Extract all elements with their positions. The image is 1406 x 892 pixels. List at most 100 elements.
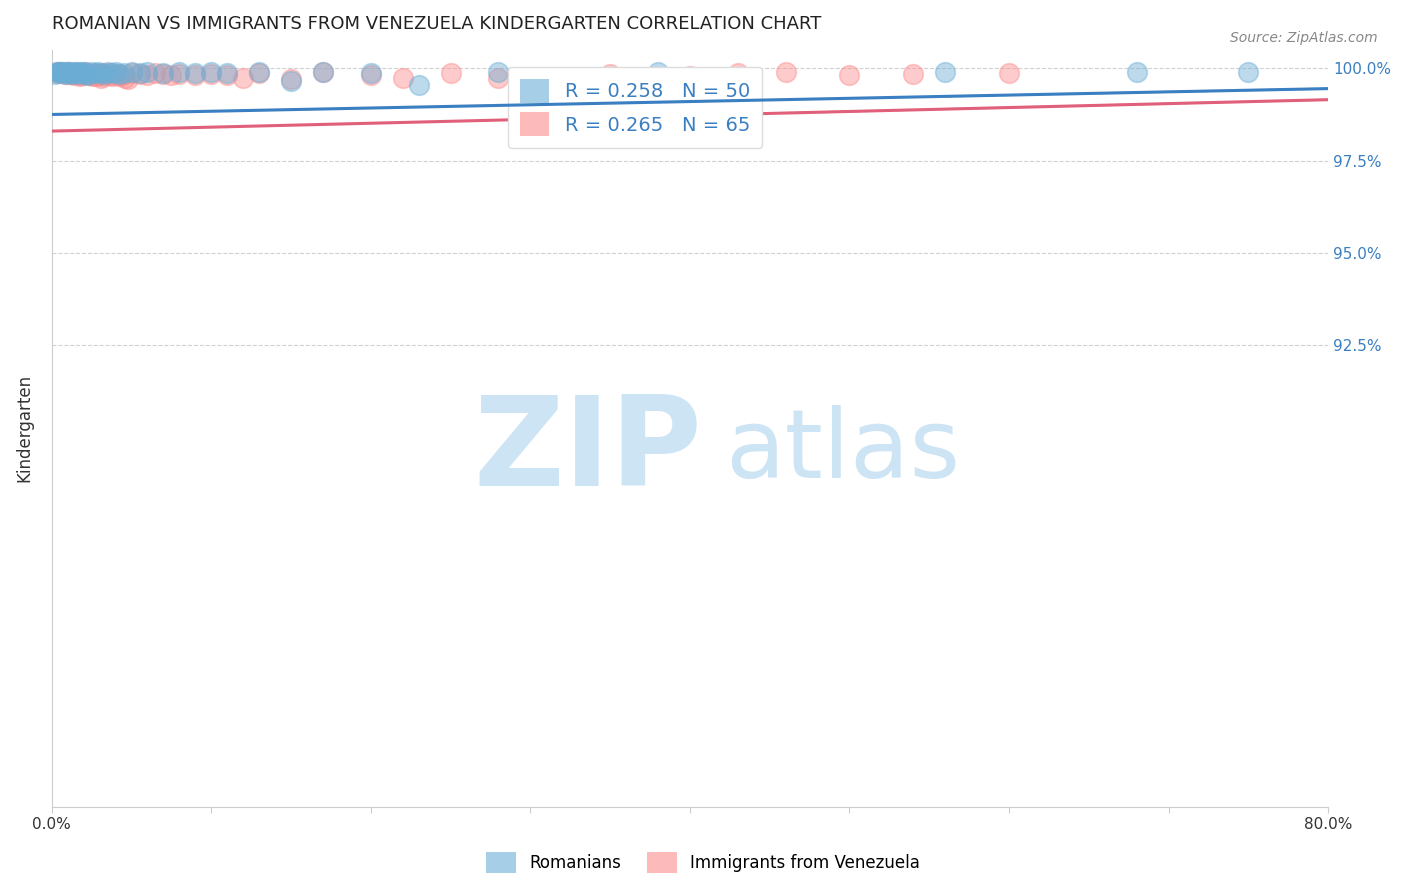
Text: ZIP: ZIP bbox=[474, 391, 702, 512]
Immigrants from Venezuela bbox=[53, 67, 76, 81]
Romanians bbox=[59, 66, 82, 80]
Romanians bbox=[247, 65, 270, 79]
Legend: Romanians, Immigrants from Venezuela: Romanians, Immigrants from Venezuela bbox=[479, 846, 927, 880]
Immigrants from Venezuela bbox=[48, 65, 70, 79]
Text: atlas: atlas bbox=[725, 405, 960, 498]
Y-axis label: Kindergarten: Kindergarten bbox=[15, 375, 32, 483]
Romanians bbox=[51, 65, 73, 79]
Text: Source: ZipAtlas.com: Source: ZipAtlas.com bbox=[1230, 31, 1378, 45]
Romanians bbox=[77, 68, 100, 82]
Romanians bbox=[280, 74, 302, 88]
Immigrants from Venezuela bbox=[62, 67, 84, 81]
Romanians bbox=[360, 66, 382, 80]
Romanians bbox=[104, 65, 127, 79]
Immigrants from Venezuela bbox=[51, 66, 73, 80]
Immigrants from Venezuela bbox=[77, 67, 100, 81]
Romanians bbox=[97, 65, 120, 79]
Immigrants from Venezuela bbox=[58, 67, 80, 81]
Romanians bbox=[184, 66, 207, 80]
Immigrants from Venezuela bbox=[56, 65, 79, 79]
Immigrants from Venezuela bbox=[727, 66, 749, 80]
Immigrants from Venezuela bbox=[76, 66, 98, 80]
Immigrants from Venezuela bbox=[998, 66, 1021, 80]
Immigrants from Venezuela bbox=[184, 68, 207, 82]
Romanians bbox=[128, 66, 150, 80]
Romanians bbox=[83, 66, 105, 80]
Romanians bbox=[1125, 65, 1147, 79]
Romanians bbox=[75, 65, 97, 79]
Immigrants from Venezuela bbox=[66, 67, 89, 81]
Romanians bbox=[62, 67, 84, 81]
Immigrants from Venezuela bbox=[87, 67, 110, 81]
Romanians bbox=[56, 65, 79, 79]
Immigrants from Venezuela bbox=[360, 68, 382, 82]
Romanians bbox=[70, 65, 93, 79]
Romanians bbox=[53, 65, 76, 79]
Immigrants from Venezuela bbox=[439, 66, 461, 80]
Romanians bbox=[93, 67, 115, 81]
Immigrants from Venezuela bbox=[169, 67, 191, 81]
Immigrants from Venezuela bbox=[83, 67, 105, 81]
Immigrants from Venezuela bbox=[679, 70, 702, 84]
Immigrants from Venezuela bbox=[101, 69, 124, 83]
Immigrants from Venezuela bbox=[75, 65, 97, 79]
Immigrants from Venezuela bbox=[136, 68, 159, 82]
Immigrants from Venezuela bbox=[100, 68, 122, 82]
Immigrants from Venezuela bbox=[59, 66, 82, 80]
Immigrants from Venezuela bbox=[46, 66, 69, 80]
Immigrants from Venezuela bbox=[73, 68, 96, 82]
Romanians bbox=[112, 66, 135, 80]
Romanians bbox=[66, 66, 89, 80]
Romanians bbox=[55, 67, 77, 81]
Immigrants from Venezuela bbox=[69, 69, 91, 83]
Immigrants from Venezuela bbox=[52, 65, 75, 79]
Immigrants from Venezuela bbox=[82, 69, 104, 83]
Romanians bbox=[408, 78, 430, 92]
Romanians bbox=[44, 67, 66, 81]
Romanians bbox=[48, 65, 70, 79]
Romanians bbox=[80, 65, 103, 79]
Immigrants from Venezuela bbox=[128, 67, 150, 81]
Romanians bbox=[136, 65, 159, 79]
Immigrants from Venezuela bbox=[121, 66, 143, 80]
Immigrants from Venezuela bbox=[67, 68, 90, 82]
Immigrants from Venezuela bbox=[65, 66, 87, 80]
Immigrants from Venezuela bbox=[117, 72, 139, 87]
Romanians bbox=[312, 65, 335, 79]
Romanians bbox=[101, 66, 124, 80]
Immigrants from Venezuela bbox=[838, 68, 860, 82]
Immigrants from Venezuela bbox=[91, 66, 114, 80]
Immigrants from Venezuela bbox=[89, 68, 111, 82]
Immigrants from Venezuela bbox=[232, 70, 254, 85]
Romanians bbox=[934, 65, 956, 79]
Immigrants from Venezuela bbox=[200, 67, 222, 81]
Immigrants from Venezuela bbox=[903, 67, 925, 81]
Romanians bbox=[1237, 65, 1260, 79]
Romanians bbox=[58, 65, 80, 79]
Immigrants from Venezuela bbox=[86, 70, 108, 84]
Immigrants from Venezuela bbox=[107, 70, 129, 84]
Immigrants from Venezuela bbox=[145, 66, 167, 80]
Romanians bbox=[217, 66, 239, 80]
Romanians bbox=[69, 67, 91, 81]
Romanians bbox=[90, 66, 112, 80]
Immigrants from Venezuela bbox=[90, 70, 112, 85]
Romanians bbox=[67, 65, 90, 79]
Immigrants from Venezuela bbox=[114, 70, 136, 85]
Romanians bbox=[87, 65, 110, 79]
Romanians bbox=[52, 66, 75, 80]
Immigrants from Venezuela bbox=[55, 66, 77, 80]
Immigrants from Venezuela bbox=[217, 68, 239, 82]
Immigrants from Venezuela bbox=[247, 66, 270, 80]
Immigrants from Venezuela bbox=[79, 68, 101, 82]
Romanians bbox=[152, 66, 174, 80]
Romanians bbox=[200, 65, 222, 79]
Immigrants from Venezuela bbox=[488, 70, 510, 85]
Romanians bbox=[647, 65, 669, 79]
Immigrants from Venezuela bbox=[519, 71, 541, 86]
Immigrants from Venezuela bbox=[160, 68, 183, 82]
Immigrants from Venezuela bbox=[80, 67, 103, 81]
Immigrants from Venezuela bbox=[63, 68, 86, 82]
Romanians bbox=[63, 65, 86, 79]
Romanians bbox=[76, 67, 98, 81]
